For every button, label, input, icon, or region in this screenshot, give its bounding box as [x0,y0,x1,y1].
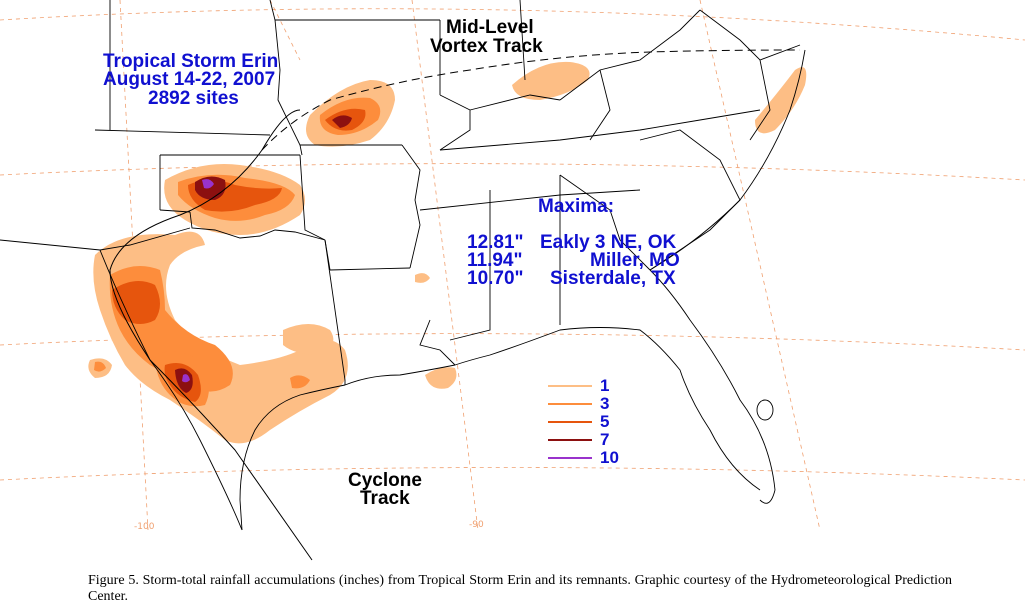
maxima-site: Miller, MO [590,250,680,271]
graticule [0,0,1025,531]
vortex-track-label-line1: Mid-Level [446,17,534,38]
legend-swatch [548,403,592,405]
legend-value: 3 [600,394,610,413]
maxima-heading: Maxima: [538,196,615,217]
map-title: Tropical Storm Erin [103,51,279,72]
maxima-amount: 12.81" [467,232,524,253]
map-site-count: 2892 sites [148,88,239,109]
legend-swatch [548,421,592,423]
figure-caption: Figure 5. Storm-total rainfall accumulat… [88,573,952,604]
legend-item: 3 [548,394,610,413]
longitude-label: -90 [469,520,484,530]
vortex-track [261,49,801,151]
legend-item: 5 [548,412,610,431]
cyclone-track [109,109,313,561]
legend-value: 5 [600,412,610,431]
tracks [109,49,801,561]
legend-swatch [548,457,592,459]
maxima-amount: 10.70" [467,268,524,289]
maxima-site: Sisterdale, TX [550,268,676,289]
vortex-track-label-line2: Vortex Track [430,36,543,57]
maxima-site: Eakly 3 NE, OK [540,232,677,253]
legend-value: 10 [600,448,619,467]
longitude-label: -100 [134,522,155,532]
cyclone-track-label-line1: Cyclone [348,470,422,491]
legend-value: 7 [600,430,610,449]
legend-item: 7 [548,430,610,449]
legend-swatch [548,385,592,387]
map-date-range: August 14-22, 2007 [103,69,276,90]
legend-swatch [548,439,592,441]
legend-value: 1 [600,376,610,395]
legend-item: 1 [548,376,610,395]
legend-item: 10 [548,448,619,467]
rainfall-shading [88,61,807,444]
maxima-amount: 11.94" [467,250,523,271]
cyclone-track-label-line2: Track [360,488,410,509]
